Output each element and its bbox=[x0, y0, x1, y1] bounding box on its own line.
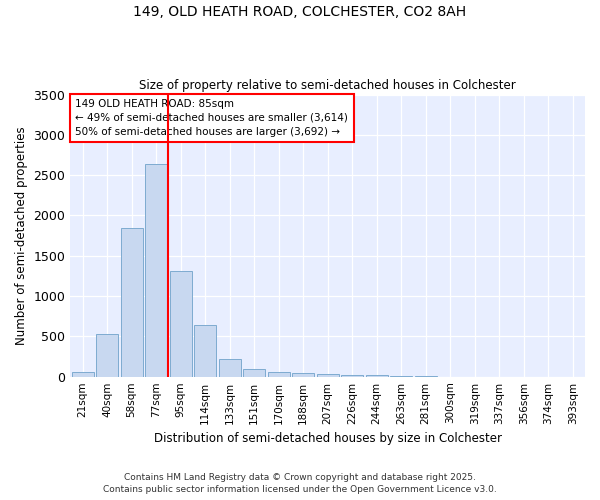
Text: 149, OLD HEATH ROAD, COLCHESTER, CO2 8AH: 149, OLD HEATH ROAD, COLCHESTER, CO2 8AH bbox=[133, 5, 467, 19]
Text: Contains HM Land Registry data © Crown copyright and database right 2025.: Contains HM Land Registry data © Crown c… bbox=[124, 472, 476, 482]
Bar bbox=[317, 374, 338, 376]
Bar bbox=[194, 325, 216, 376]
Text: Contains public sector information licensed under the Open Government Licence v3: Contains public sector information licen… bbox=[103, 485, 497, 494]
Bar bbox=[145, 164, 167, 376]
Bar bbox=[341, 375, 363, 376]
Bar bbox=[268, 372, 290, 376]
Bar bbox=[243, 369, 265, 376]
Bar bbox=[96, 334, 118, 376]
X-axis label: Distribution of semi-detached houses by size in Colchester: Distribution of semi-detached houses by … bbox=[154, 432, 502, 445]
Title: Size of property relative to semi-detached houses in Colchester: Size of property relative to semi-detach… bbox=[139, 79, 516, 92]
Text: 149 OLD HEATH ROAD: 85sqm
← 49% of semi-detached houses are smaller (3,614)
50% : 149 OLD HEATH ROAD: 85sqm ← 49% of semi-… bbox=[76, 99, 349, 137]
Y-axis label: Number of semi-detached properties: Number of semi-detached properties bbox=[15, 126, 28, 345]
Bar bbox=[71, 372, 94, 376]
Bar bbox=[218, 360, 241, 376]
Bar bbox=[170, 271, 191, 376]
Bar bbox=[292, 373, 314, 376]
Bar bbox=[121, 228, 143, 376]
